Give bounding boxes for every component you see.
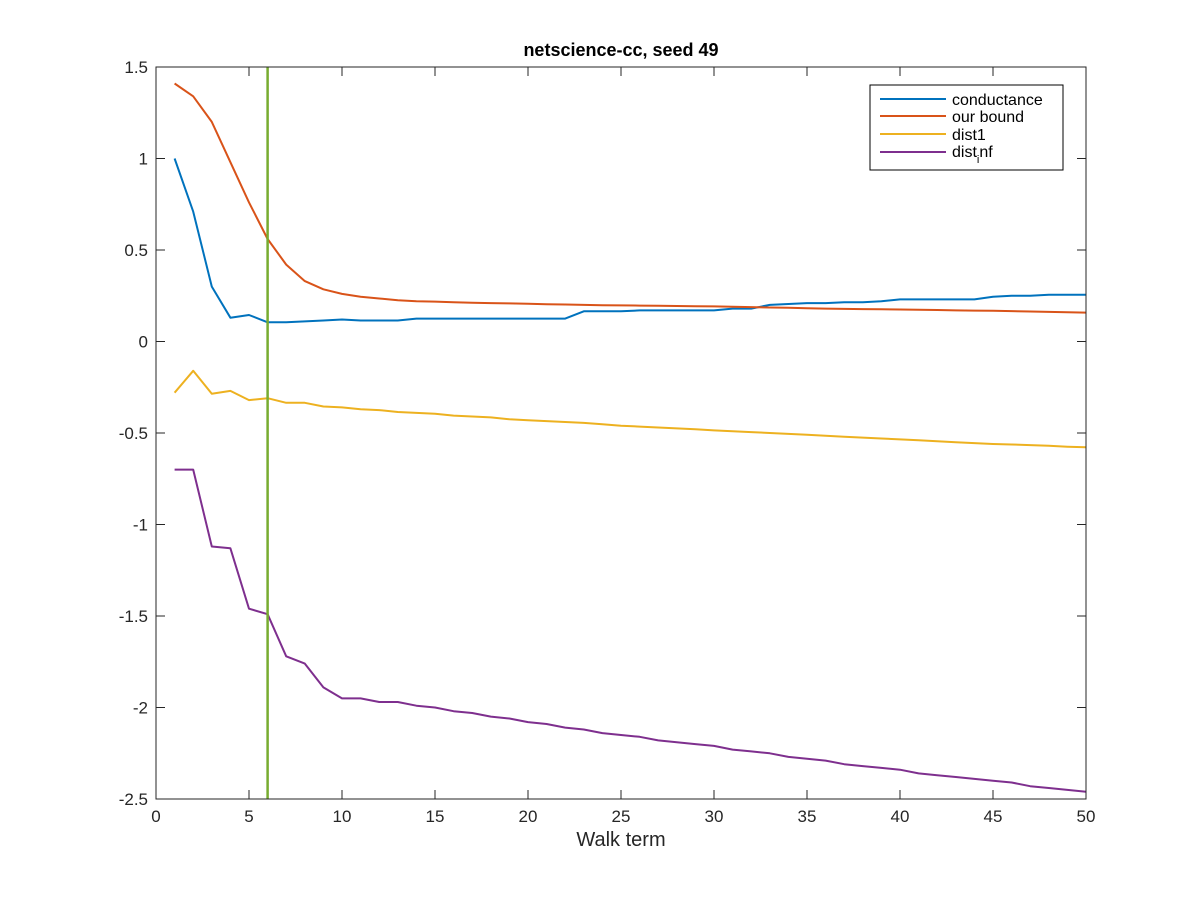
legend-label-dist-inf: distinf — [952, 144, 993, 166]
y-tick-label: -2 — [133, 699, 148, 718]
series-line-dist-inf — [174, 468, 1087, 793]
legend-label-our-bound: our bound — [952, 109, 1024, 126]
chart-title: netscience-cc, seed 49 — [523, 40, 718, 60]
x-axis-ticks: 0 5 10 15 20 25 30 35 40 45 50 — [151, 67, 1095, 826]
x-tick-label: 45 — [984, 807, 1003, 826]
y-tick-label: -1.5 — [119, 607, 148, 626]
plot-area — [156, 67, 1086, 799]
y-axis-ticks: -2.5 -2 -1.5 -1 -0.5 0 0.5 1 1.5 — [119, 58, 1086, 809]
y-tick-label: -1 — [133, 516, 148, 535]
legend-label-conductance: conductance — [952, 92, 1043, 109]
legend-label-dist-inf-sub: i — [977, 154, 979, 166]
x-tick-label: 30 — [705, 807, 724, 826]
legend: conductance our bound dist1 distinf — [869, 84, 1064, 171]
series-line-dist1 — [173, 369, 1087, 449]
series-line-our-bound — [174, 82, 1087, 314]
legend-label-dist1: dist1 — [952, 127, 986, 144]
y-tick-label: -0.5 — [119, 424, 148, 443]
x-tick-label: 35 — [798, 807, 817, 826]
x-tick-label: 25 — [612, 807, 631, 826]
y-tick-label: -2.5 — [119, 790, 148, 809]
legend-label-dist-inf-main: dist — [952, 144, 977, 161]
y-tick-label: 0 — [139, 333, 148, 352]
x-axis-label: Walk term — [576, 829, 665, 851]
x-tick-label: 10 — [333, 807, 352, 826]
y-tick-label: 0.5 — [124, 241, 148, 260]
x-tick-label: 50 — [1077, 807, 1096, 826]
x-tick-label: 15 — [426, 807, 445, 826]
series-layer — [173, 82, 1087, 793]
x-tick-label: 40 — [891, 807, 910, 826]
legend-label-dist-inf-tail: nf — [979, 144, 993, 161]
y-tick-label: 1.5 — [124, 58, 148, 77]
y-tick-label: 1 — [139, 150, 148, 169]
x-tick-label: 0 — [151, 807, 160, 826]
series-line-conductance — [173, 158, 1086, 324]
x-tick-label: 20 — [519, 807, 538, 826]
x-tick-label: 5 — [244, 807, 253, 826]
